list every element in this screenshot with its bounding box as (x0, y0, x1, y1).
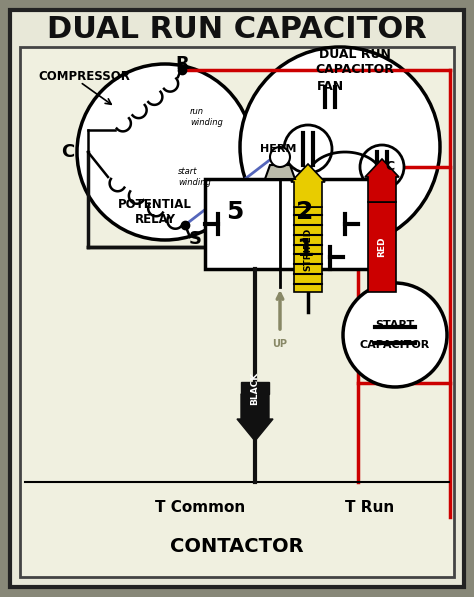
Text: DUAL RUN
CAPACITOR: DUAL RUN CAPACITOR (316, 48, 394, 76)
Text: COMPRESSOR: COMPRESSOR (38, 70, 130, 84)
FancyArrow shape (365, 159, 399, 202)
Text: FAN: FAN (317, 81, 344, 94)
Bar (20, 47, 454, 577)
Text: 2: 2 (296, 200, 314, 224)
Text: 1: 1 (296, 237, 314, 261)
Text: CAPACITOR: CAPACITOR (360, 340, 430, 350)
Text: HERM: HERM (260, 144, 296, 154)
Bar (205, 179, 380, 269)
Circle shape (284, 125, 332, 173)
Bar (368, 202, 396, 292)
Text: 5: 5 (226, 200, 244, 224)
Text: C: C (385, 161, 394, 174)
Circle shape (270, 147, 290, 167)
Text: BLACK: BLACK (250, 371, 259, 405)
Text: UP: UP (273, 339, 288, 349)
Text: RED: RED (377, 237, 386, 257)
FancyArrow shape (291, 164, 325, 207)
Bar (241, 382, 269, 394)
Text: run
winding: run winding (190, 107, 223, 127)
Circle shape (360, 145, 404, 189)
FancyArrow shape (237, 394, 273, 441)
Text: T Run: T Run (346, 500, 395, 515)
Text: DUAL RUN CAPACITOR: DUAL RUN CAPACITOR (47, 14, 427, 44)
Text: start
winding: start winding (178, 167, 211, 187)
Text: POTENTIAL
RELAY: POTENTIAL RELAY (118, 198, 192, 226)
Text: S: S (189, 230, 201, 248)
Circle shape (77, 64, 253, 240)
Circle shape (240, 47, 440, 247)
Text: START: START (375, 320, 415, 330)
Text: R: R (175, 55, 189, 73)
Polygon shape (265, 165, 295, 179)
Text: STRIPED: STRIPED (303, 228, 312, 271)
Circle shape (343, 283, 447, 387)
Text: T Common: T Common (155, 500, 245, 515)
Bar (294, 207, 322, 292)
Text: CONTACTOR: CONTACTOR (170, 537, 304, 556)
Text: C: C (61, 143, 74, 161)
